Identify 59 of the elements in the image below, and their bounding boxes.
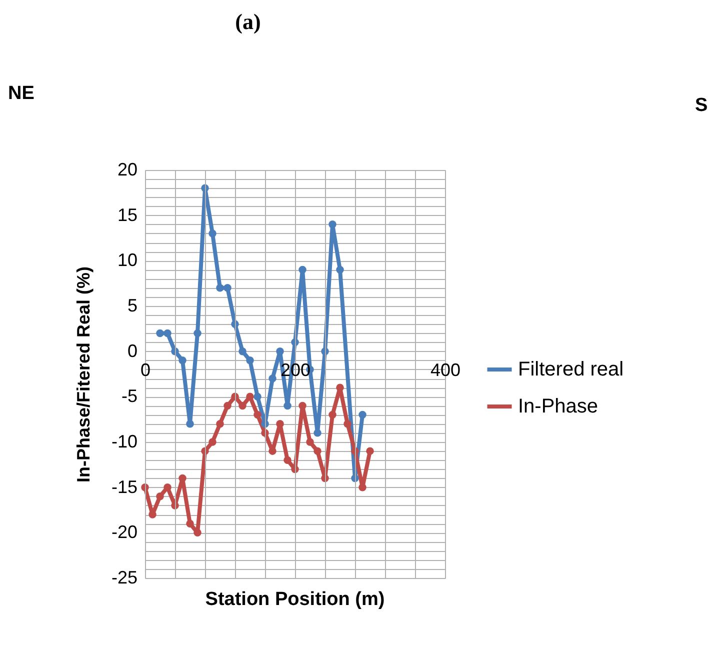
point <box>336 266 344 274</box>
point <box>284 402 292 410</box>
text: S <box>695 95 708 116</box>
y-tick-label: 15 <box>117 204 138 225</box>
point <box>306 438 314 446</box>
point <box>194 329 202 338</box>
point <box>216 420 224 428</box>
x-tick-label: 400 <box>430 360 461 380</box>
y-tick-label: -10 <box>111 432 138 452</box>
point <box>164 329 172 338</box>
point <box>284 456 292 464</box>
y-tick-label: 10 <box>117 250 138 270</box>
point <box>238 402 246 410</box>
point <box>268 447 276 455</box>
point <box>178 356 186 364</box>
point <box>298 266 306 274</box>
point <box>298 402 306 410</box>
y-tick-label: -20 <box>111 522 138 542</box>
point <box>186 420 194 428</box>
point <box>164 483 172 492</box>
y-tick-label: -25 <box>111 568 138 588</box>
point <box>224 284 232 292</box>
point <box>336 384 344 392</box>
point <box>216 284 224 292</box>
point <box>276 347 284 356</box>
point <box>254 392 262 401</box>
point <box>148 510 156 518</box>
point <box>246 356 254 364</box>
point <box>328 410 336 419</box>
point <box>366 447 374 455</box>
point <box>156 492 164 500</box>
text: NE <box>8 83 34 104</box>
point <box>314 447 322 455</box>
point <box>358 410 366 419</box>
chart-title: (a) <box>235 9 261 34</box>
y-tick-label: -5 <box>121 386 138 406</box>
y-tick-label: 20 <box>117 160 138 180</box>
point <box>328 220 336 228</box>
point <box>344 420 352 428</box>
point <box>276 420 284 428</box>
point <box>268 374 276 382</box>
x-tick-label: 0 <box>140 360 151 380</box>
legend-label: Filtered real <box>518 358 624 380</box>
point <box>194 528 202 537</box>
point <box>238 347 246 356</box>
point <box>254 410 262 419</box>
y-tick-label: 5 <box>127 296 138 316</box>
point <box>186 520 194 528</box>
point <box>156 329 164 338</box>
point <box>208 230 216 238</box>
y-axis-title: In-Phase/Fitered Real (%) <box>73 266 94 483</box>
point <box>314 429 322 437</box>
legend-label: In-Phase <box>518 396 598 418</box>
y-tick-label: -15 <box>111 476 138 497</box>
x-axis-title: Station Position (m) <box>205 589 385 610</box>
point <box>208 438 216 446</box>
point <box>178 474 186 482</box>
y-tick-label: 0 <box>127 340 138 361</box>
point <box>224 402 232 410</box>
